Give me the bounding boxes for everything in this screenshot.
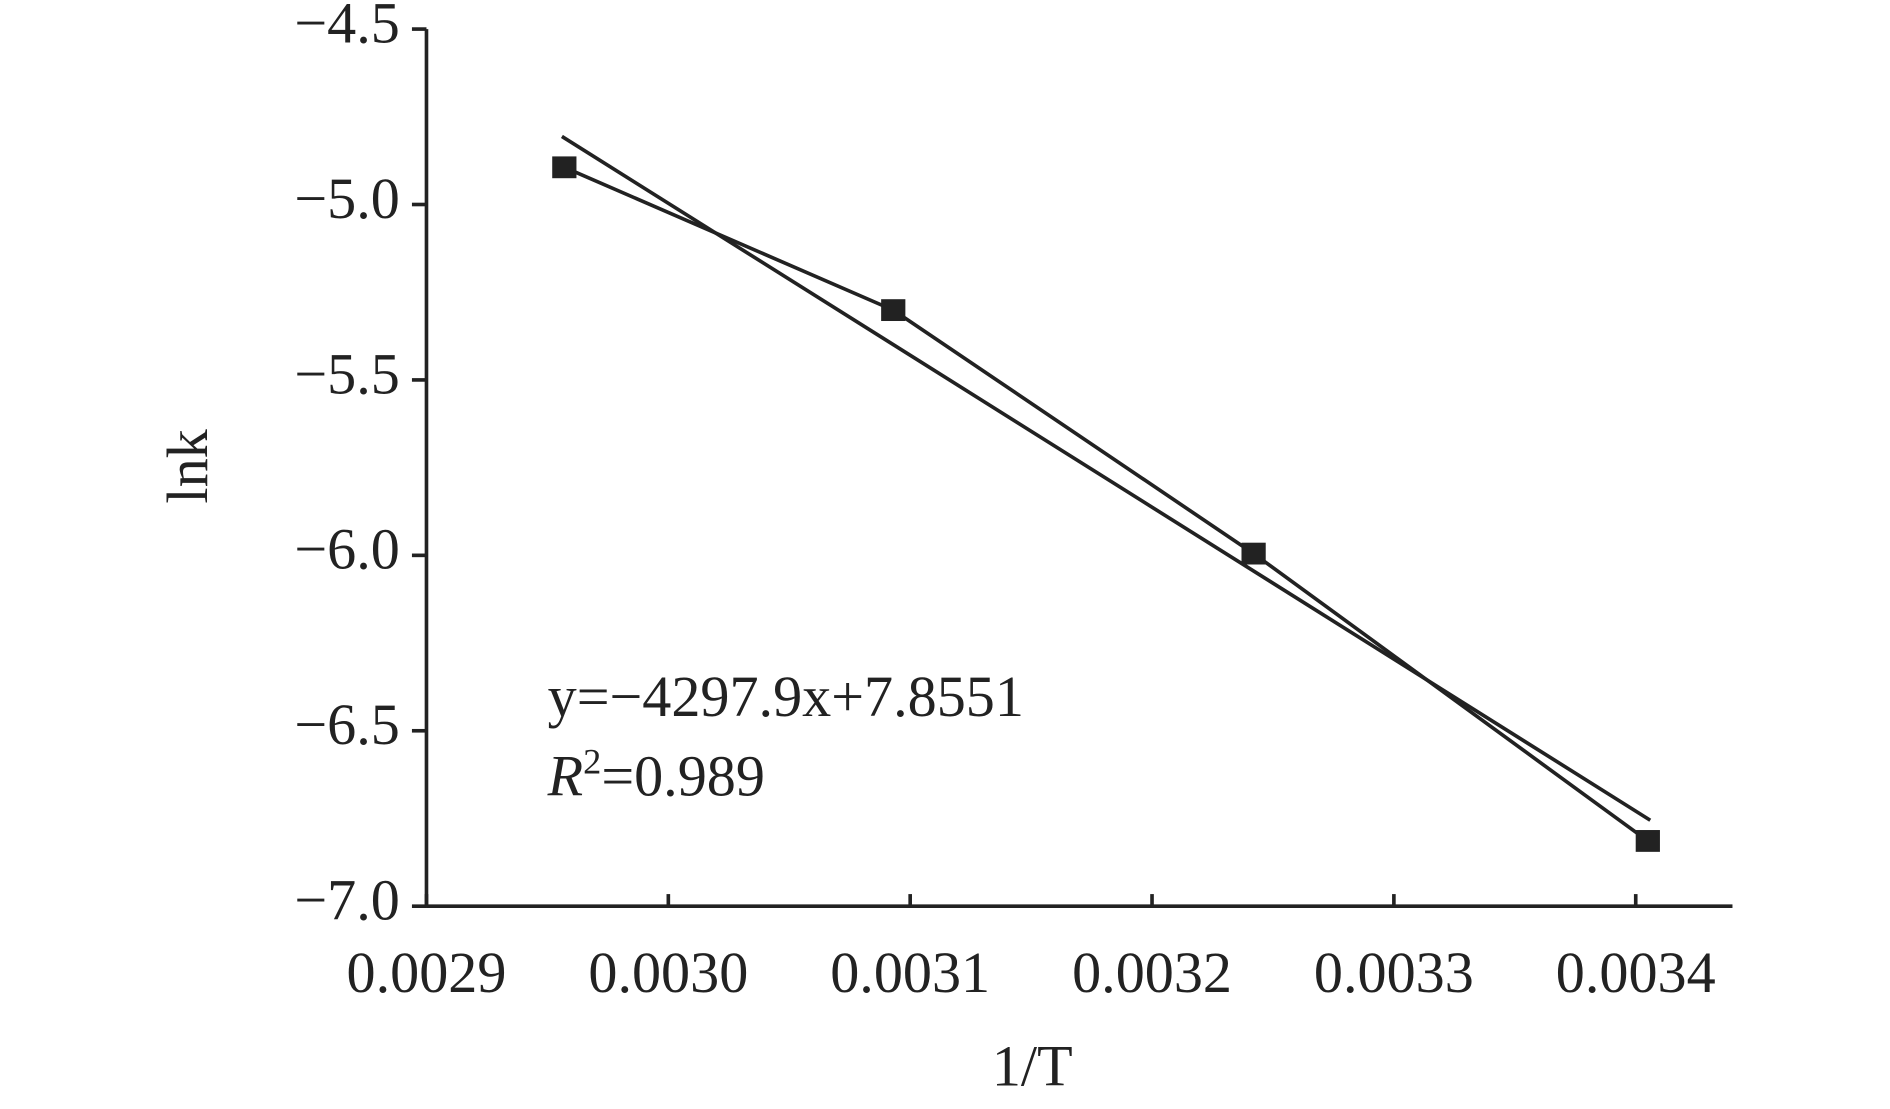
- r-exponent: 2: [583, 742, 601, 782]
- y-tick-label: −4.5: [294, 0, 399, 55]
- x-tick-label: 0.0034: [1556, 940, 1716, 1005]
- y-tick-label: −6.0: [294, 517, 399, 582]
- y-tick-label: −7.0: [294, 868, 399, 933]
- r-squared: R2=0.989: [547, 742, 765, 809]
- marker: [1635, 830, 1660, 852]
- x-tick-label: 0.0031: [830, 940, 990, 1005]
- r-symbol: R: [547, 744, 584, 809]
- equation: y=−4297.9x+7.8551: [548, 664, 1024, 729]
- series-line: [560, 134, 1652, 822]
- y-tick-label: −5.5: [294, 341, 399, 406]
- y-axis-title: lnk: [155, 428, 220, 503]
- series-line: [563, 165, 1649, 843]
- marker: [881, 299, 906, 322]
- r-value: =0.989: [601, 744, 765, 809]
- x-tick-label: 0.0030: [588, 940, 748, 1005]
- x-axis-title: 1/T: [992, 1034, 1073, 1099]
- marker: [1241, 542, 1266, 565]
- x-tick-label: 0.0032: [1072, 940, 1232, 1005]
- y-tick-label: −5.0: [294, 166, 399, 231]
- x-tick-label: 0.0033: [1314, 940, 1474, 1005]
- y-tick-label: −6.5: [294, 692, 399, 757]
- marker: [552, 156, 577, 179]
- x-tick-label: 0.0029: [347, 940, 507, 1005]
